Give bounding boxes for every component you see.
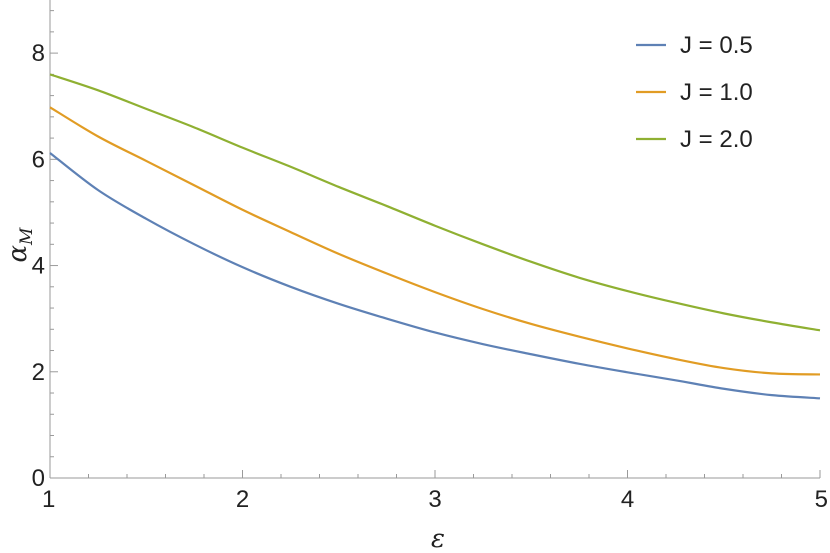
x-tick-label: 2 bbox=[236, 486, 249, 513]
series-line-1 bbox=[49, 152, 821, 400]
legend: J = 0.5 J = 1.0 J = 2.0 bbox=[636, 32, 753, 153]
y-axis-label: αM bbox=[3, 227, 37, 263]
x-tick-label: 4 bbox=[621, 486, 634, 513]
y-tick-label: 6 bbox=[32, 146, 45, 173]
y-axis-label-main: α bbox=[3, 244, 33, 262]
series-line-2 bbox=[49, 106, 821, 376]
x-axis-label: ε bbox=[431, 524, 445, 553]
legend-label: J = 0.5 bbox=[680, 32, 753, 59]
x-tick-label: 3 bbox=[428, 486, 441, 513]
y-tick-label: 0 bbox=[32, 465, 45, 492]
series-line-3 bbox=[49, 73, 821, 332]
axes bbox=[49, 0, 820, 479]
y-tick-label: 2 bbox=[32, 359, 45, 386]
x-tick-label: 1 bbox=[42, 486, 55, 513]
legend-label: J = 2.0 bbox=[680, 126, 753, 153]
legend-label: J = 1.0 bbox=[680, 79, 753, 106]
y-tick-label: 4 bbox=[32, 253, 45, 280]
x-tick-label: 5 bbox=[815, 486, 828, 513]
y-axis-label-subscript: M bbox=[17, 227, 37, 246]
tick-labels: 1 2 3 4 5 0 2 4 6 8 bbox=[32, 40, 828, 513]
y-tick-label: 8 bbox=[32, 40, 45, 67]
series-lines bbox=[49, 73, 821, 400]
